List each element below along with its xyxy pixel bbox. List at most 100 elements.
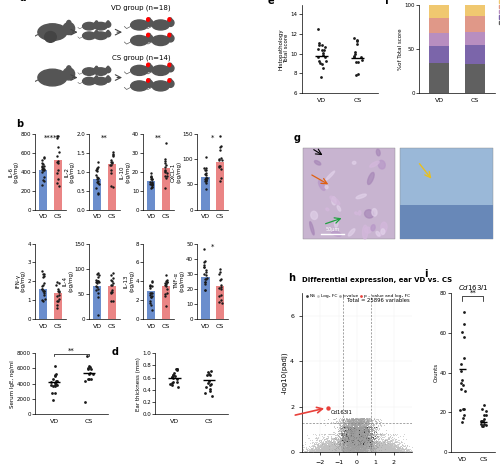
Point — [358, 446, 366, 453]
Point — [362, 438, 370, 445]
Point — [147, 172, 155, 180]
Point — [352, 441, 360, 448]
Point — [398, 445, 406, 452]
Point — [313, 445, 321, 452]
Point — [331, 445, 339, 452]
Point — [364, 446, 372, 453]
Point — [364, 441, 372, 449]
Point — [388, 448, 396, 455]
Point — [358, 444, 366, 451]
Point — [339, 420, 347, 428]
Point — [353, 439, 361, 447]
Point — [356, 444, 364, 452]
Point — [350, 447, 358, 455]
Point — [387, 443, 395, 450]
Point — [342, 420, 349, 427]
Point — [354, 439, 362, 446]
Point — [350, 417, 358, 425]
Point — [346, 440, 354, 448]
Point — [350, 421, 358, 429]
Point — [376, 441, 384, 448]
Point — [363, 448, 371, 456]
Point — [350, 441, 358, 448]
Point — [354, 447, 362, 454]
Point — [342, 427, 350, 434]
Point — [353, 445, 361, 452]
Point — [362, 447, 370, 455]
Point — [348, 425, 356, 432]
Point — [343, 444, 351, 452]
Point — [358, 445, 366, 452]
Point — [357, 445, 365, 452]
Point — [355, 438, 363, 445]
Point — [355, 445, 363, 452]
Point — [354, 438, 362, 445]
Point — [370, 448, 378, 456]
Point — [381, 445, 389, 452]
Point — [368, 439, 376, 447]
Point — [348, 444, 356, 451]
Point — [324, 436, 332, 444]
Point — [358, 437, 366, 444]
Point — [344, 446, 352, 454]
Point — [355, 442, 363, 449]
Point — [346, 438, 354, 445]
Point — [360, 445, 368, 452]
Point — [338, 448, 346, 455]
Point — [356, 433, 364, 440]
Point — [384, 448, 392, 455]
Point — [366, 448, 374, 455]
Point — [358, 447, 366, 454]
Point — [334, 447, 342, 454]
Point — [360, 438, 368, 445]
Point — [345, 446, 353, 453]
Point — [356, 448, 364, 455]
Point — [356, 430, 364, 437]
Point — [386, 446, 394, 454]
Point — [354, 439, 362, 446]
Point — [338, 448, 346, 455]
Point — [358, 441, 366, 448]
Point — [316, 445, 324, 453]
Point — [367, 447, 375, 455]
Point — [346, 446, 354, 453]
Point — [356, 417, 364, 425]
Point — [366, 446, 374, 453]
Point — [359, 447, 367, 455]
Point — [351, 440, 359, 447]
Point — [357, 445, 365, 453]
Point — [354, 437, 362, 445]
Point — [366, 448, 374, 455]
Point — [358, 416, 366, 424]
Point — [355, 444, 363, 452]
Point — [350, 445, 358, 452]
Point — [346, 442, 354, 450]
Point — [354, 447, 362, 455]
Point — [370, 448, 378, 455]
Point — [384, 442, 392, 450]
Point — [348, 444, 356, 452]
Point — [330, 448, 338, 455]
Point — [354, 447, 362, 454]
Point — [352, 433, 360, 441]
Point — [364, 445, 372, 452]
Point — [342, 448, 350, 455]
Point — [372, 445, 380, 453]
Point — [344, 447, 352, 455]
Point — [360, 445, 368, 452]
Point — [146, 180, 154, 187]
Point — [350, 440, 358, 448]
Point — [360, 446, 368, 454]
Point — [388, 441, 396, 448]
Point — [362, 437, 370, 444]
Point — [356, 446, 364, 454]
Point — [346, 442, 354, 449]
Point — [351, 445, 359, 452]
Point — [343, 444, 351, 452]
Point — [352, 444, 360, 451]
Point — [352, 432, 360, 439]
Point — [348, 443, 356, 450]
Point — [320, 446, 328, 454]
Point — [354, 447, 362, 455]
Point — [356, 435, 364, 443]
